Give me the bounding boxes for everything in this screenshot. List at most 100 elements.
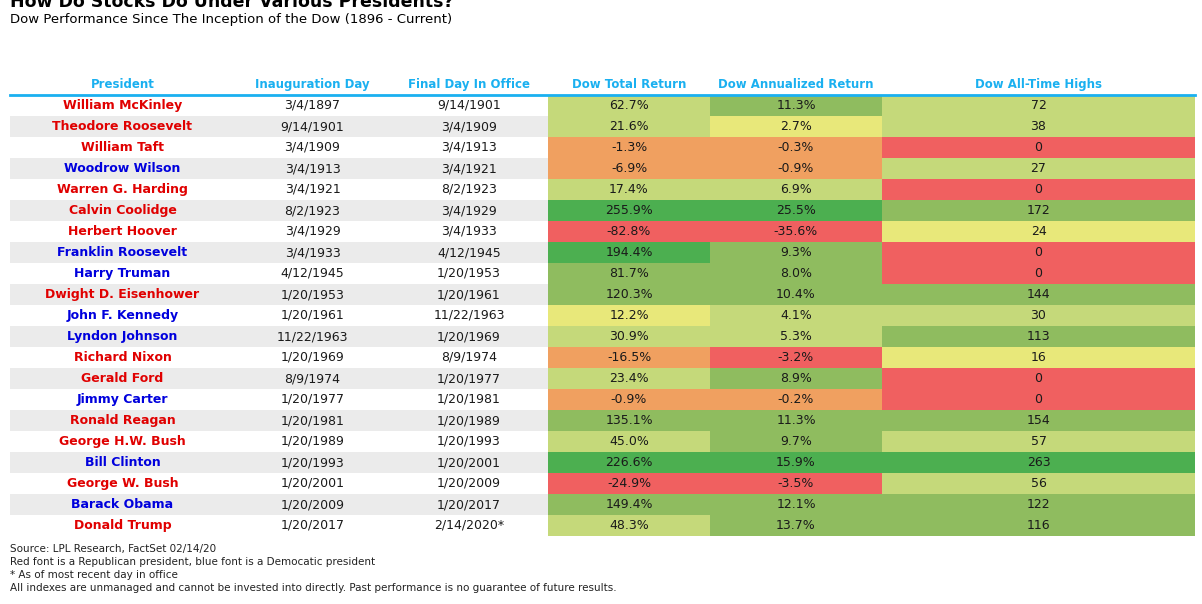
Text: -0.2%: -0.2% [778, 393, 814, 406]
Text: 6.9%: 6.9% [780, 183, 811, 196]
Text: 27: 27 [1030, 162, 1047, 175]
Text: 120.3%: 120.3% [605, 288, 653, 301]
Text: William McKinley: William McKinley [63, 99, 183, 112]
Bar [10, 431, 548, 452]
Bar [548, 284, 710, 305]
Bar [10, 494, 548, 515]
Text: President: President [90, 78, 154, 91]
Text: How Do Stocks Do Under Various Presidents?: How Do Stocks Do Under Various President… [10, 0, 453, 11]
Bar [882, 116, 1195, 137]
Bar [882, 368, 1195, 389]
Bar [882, 200, 1195, 221]
Text: 3/4/1933: 3/4/1933 [441, 225, 496, 238]
Bar [882, 242, 1195, 263]
Text: Dow All-Time Highs: Dow All-Time Highs [975, 78, 1102, 91]
Text: 8/9/1974: 8/9/1974 [285, 372, 340, 385]
Bar [10, 452, 548, 473]
Text: 8/9/1974: 8/9/1974 [441, 351, 496, 364]
Text: 1/20/1989: 1/20/1989 [438, 414, 501, 427]
Bar [710, 158, 882, 179]
Bar [548, 158, 710, 179]
Bar [10, 284, 548, 305]
Text: Dow Annualized Return: Dow Annualized Return [719, 78, 874, 91]
Bar [548, 242, 710, 263]
Bar [710, 452, 882, 473]
Bar [710, 515, 882, 536]
Bar [10, 74, 1195, 95]
Bar [710, 263, 882, 284]
Text: 1/20/1961: 1/20/1961 [438, 288, 501, 301]
Text: Dow Performance Since The Inception of the Dow (1896 - Current): Dow Performance Since The Inception of t… [10, 13, 452, 26]
Text: Richard Nixon: Richard Nixon [73, 351, 172, 364]
Bar [882, 410, 1195, 431]
Text: 1/20/2017: 1/20/2017 [438, 498, 501, 511]
Text: 23.4%: 23.4% [609, 372, 649, 385]
Text: John F. Kennedy: John F. Kennedy [66, 309, 179, 322]
Bar [882, 347, 1195, 368]
Text: 45.0%: 45.0% [609, 435, 649, 448]
Text: Gerald Ford: Gerald Ford [82, 372, 163, 385]
Bar [710, 389, 882, 410]
Bar [882, 179, 1195, 200]
Text: 255.9%: 255.9% [605, 204, 653, 217]
Text: Inauguration Day: Inauguration Day [255, 78, 370, 91]
Text: 263: 263 [1027, 456, 1051, 469]
Text: 8/2/1923: 8/2/1923 [285, 204, 340, 217]
Bar [710, 431, 882, 452]
Text: 11/22/1963: 11/22/1963 [433, 309, 505, 322]
Text: 9/14/1901: 9/14/1901 [438, 99, 501, 112]
Bar [10, 95, 548, 116]
Bar [548, 221, 710, 242]
Bar [548, 263, 710, 284]
Text: 3/4/1909: 3/4/1909 [441, 120, 496, 133]
Bar [882, 137, 1195, 158]
Bar [10, 347, 548, 368]
Text: 30.9%: 30.9% [609, 330, 649, 343]
Bar [710, 410, 882, 431]
Text: 1/20/1969: 1/20/1969 [438, 330, 501, 343]
Text: 154: 154 [1027, 414, 1051, 427]
Bar [882, 473, 1195, 494]
Text: Jimmy Carter: Jimmy Carter [77, 393, 168, 406]
Text: 25.5%: 25.5% [776, 204, 816, 217]
Bar [548, 410, 710, 431]
Text: All indexes are unmanaged and cannot be invested into directly. Past performance: All indexes are unmanaged and cannot be … [10, 583, 617, 593]
Text: 57: 57 [1030, 435, 1047, 448]
Bar [548, 116, 710, 137]
Text: Woodrow Wilson: Woodrow Wilson [65, 162, 180, 175]
Text: 81.7%: 81.7% [609, 267, 649, 280]
Text: 1/20/1953: 1/20/1953 [438, 267, 501, 280]
Text: 1/20/2009: 1/20/2009 [438, 477, 501, 490]
Text: 144: 144 [1027, 288, 1051, 301]
Text: 113: 113 [1027, 330, 1051, 343]
Text: 15.9%: 15.9% [776, 456, 816, 469]
Bar [710, 284, 882, 305]
Bar [710, 95, 882, 116]
Text: 38: 38 [1030, 120, 1047, 133]
Text: Harry Truman: Harry Truman [75, 267, 171, 280]
Text: -0.9%: -0.9% [778, 162, 814, 175]
Text: 11.3%: 11.3% [776, 414, 816, 427]
Text: 1/20/1969: 1/20/1969 [280, 351, 345, 364]
Text: 3/4/1921: 3/4/1921 [441, 162, 496, 175]
Text: Donald Trump: Donald Trump [73, 519, 172, 532]
Bar [710, 116, 882, 137]
Bar [10, 326, 548, 347]
Bar [548, 473, 710, 494]
Text: -0.3%: -0.3% [778, 141, 814, 154]
Text: 13.7%: 13.7% [776, 519, 816, 532]
Bar [882, 326, 1195, 347]
Text: 1/20/1953: 1/20/1953 [280, 288, 345, 301]
Bar [548, 305, 710, 326]
Text: 116: 116 [1027, 519, 1051, 532]
Text: 8/2/1923: 8/2/1923 [441, 183, 496, 196]
Bar [10, 389, 548, 410]
Text: 24: 24 [1030, 225, 1047, 238]
Bar [710, 137, 882, 158]
Bar [710, 305, 882, 326]
Text: 10.4%: 10.4% [776, 288, 816, 301]
Text: 3/4/1897: 3/4/1897 [285, 99, 340, 112]
Bar [10, 473, 548, 494]
Text: Calvin Coolidge: Calvin Coolidge [69, 204, 177, 217]
Text: 9.3%: 9.3% [780, 246, 811, 259]
